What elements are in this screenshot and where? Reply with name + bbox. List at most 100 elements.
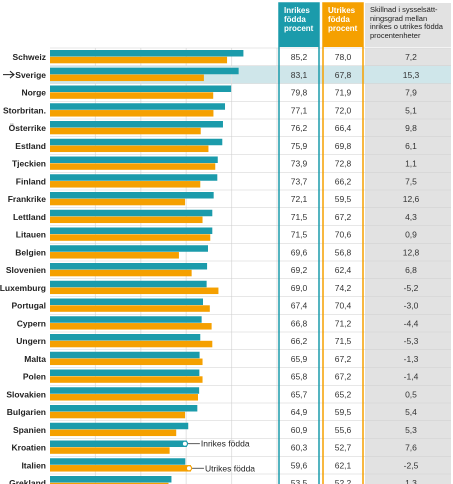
bar-native — [50, 476, 172, 483]
country-label: Spanien — [13, 425, 46, 435]
diff-value: 0,5 — [405, 389, 417, 399]
country-label: Ungern — [16, 336, 46, 346]
bar-native — [50, 440, 187, 447]
foreign-value: 74,2 — [335, 283, 352, 293]
native-value: 60,9 — [291, 425, 308, 435]
foreign-value: 59,5 — [335, 407, 352, 417]
bar-native — [50, 103, 226, 110]
foreign-value: 65,2 — [335, 389, 352, 399]
country-label: Österrike — [9, 123, 47, 133]
diff-value: 5,3 — [405, 425, 417, 435]
diff-value: 9,8 — [405, 123, 417, 133]
bar-foreign — [50, 411, 186, 419]
foreign-value: 67,2 — [335, 354, 352, 364]
bar-native — [50, 263, 208, 270]
native-value: 69,0 — [291, 283, 308, 293]
foreign-value: 67,2 — [335, 212, 352, 222]
diff-value: 1,1 — [405, 159, 417, 169]
bar-native — [50, 316, 202, 323]
foreign-value: 52,7 — [335, 443, 352, 453]
native-value: 59,6 — [291, 460, 308, 470]
foreign-value: 71,2 — [335, 318, 352, 328]
native-value: 69,2 — [291, 265, 308, 275]
bar-native — [50, 458, 186, 465]
diff-value: -5,2 — [404, 283, 419, 293]
bar-native — [50, 387, 200, 394]
native-value: 65,7 — [291, 389, 308, 399]
foreign-value: 66,2 — [335, 176, 352, 186]
bar-foreign — [50, 145, 209, 153]
diff-value: 7,6 — [405, 443, 417, 453]
foreign-value: 78,0 — [335, 52, 352, 62]
bar-native — [50, 138, 223, 146]
country-label: Storbritan. — [3, 105, 46, 115]
country-label: Polen — [23, 372, 46, 382]
bar-foreign — [50, 465, 191, 472]
country-label: Frankrike — [8, 194, 47, 204]
bar-foreign — [50, 234, 211, 241]
bar-foreign — [50, 56, 228, 64]
diff-value: 4,3 — [405, 212, 417, 222]
bar-native — [50, 298, 203, 305]
native-value: 85,2 — [291, 52, 308, 62]
native-value: 76,2 — [291, 123, 308, 133]
country-label: Bulgarien — [7, 407, 46, 417]
country-label: Kroatien — [12, 443, 46, 453]
country-label: Luxemburg — [0, 283, 46, 293]
foreign-column-frame — [322, 2, 364, 484]
bar-native — [50, 192, 214, 199]
country-label: Malta — [24, 354, 46, 364]
country-label: Litauen — [16, 230, 46, 240]
foreign-value: 71,5 — [335, 336, 352, 346]
native-value: 65,9 — [291, 354, 308, 364]
bar-foreign — [50, 376, 203, 383]
bar-native — [50, 121, 223, 128]
foreign-value: 70,4 — [335, 301, 352, 311]
foreign-value: 62,4 — [335, 265, 352, 275]
native-value: 64,9 — [291, 407, 308, 417]
diff-value: -1,3 — [404, 354, 419, 364]
foreign-value: 56,8 — [335, 247, 352, 257]
header-diff: Skillnad i sysselsätt­ningsgrad mellan i… — [365, 3, 451, 47]
bar-foreign — [50, 340, 213, 348]
country-label: Slovenien — [6, 265, 46, 275]
bar-foreign — [50, 252, 179, 259]
arrow-icon — [3, 70, 15, 79]
diff-value: 7,2 — [405, 52, 417, 62]
bar-foreign — [50, 127, 201, 135]
bar-foreign — [50, 323, 212, 330]
native-value: 53,5 — [291, 478, 308, 484]
bar-foreign — [50, 447, 170, 454]
foreign-value: 66,4 — [335, 123, 352, 133]
diff-value: 15,3 — [403, 70, 420, 80]
bar-foreign — [50, 287, 219, 295]
diff-value: 12,6 — [403, 194, 420, 204]
bar-foreign — [50, 74, 204, 82]
native-value: 66,2 — [291, 336, 308, 346]
bar-native — [50, 227, 213, 234]
foreign-value: 72,0 — [335, 105, 352, 115]
native-value: 73,7 — [291, 176, 308, 186]
native-value: 73,9 — [291, 159, 308, 169]
native-value: 72,1 — [291, 194, 308, 204]
foreign-value: 62,1 — [335, 460, 352, 470]
bar-native — [50, 209, 213, 217]
bar-native — [50, 334, 201, 341]
native-value: 65,8 — [291, 372, 308, 382]
diff-value: -3,0 — [404, 301, 419, 311]
legend-marker — [185, 465, 193, 472]
native-value: 83,1 — [291, 70, 308, 80]
native-value: 77,1 — [291, 105, 308, 115]
country-label: Tjeckien — [12, 159, 46, 169]
foreign-value: 72,8 — [335, 159, 352, 169]
diff-value: 1,3 — [405, 478, 417, 484]
header-native: Inrikes födda procent — [279, 3, 319, 47]
diff-value: -1,4 — [404, 372, 419, 382]
foreign-value: 69,8 — [335, 141, 352, 151]
diff-column-bg — [365, 48, 451, 484]
bar-native — [50, 280, 207, 288]
foreign-value: 55,6 — [335, 425, 352, 435]
bar-foreign — [50, 305, 210, 312]
country-label: Portugal — [12, 301, 46, 311]
bar-native — [50, 174, 218, 181]
